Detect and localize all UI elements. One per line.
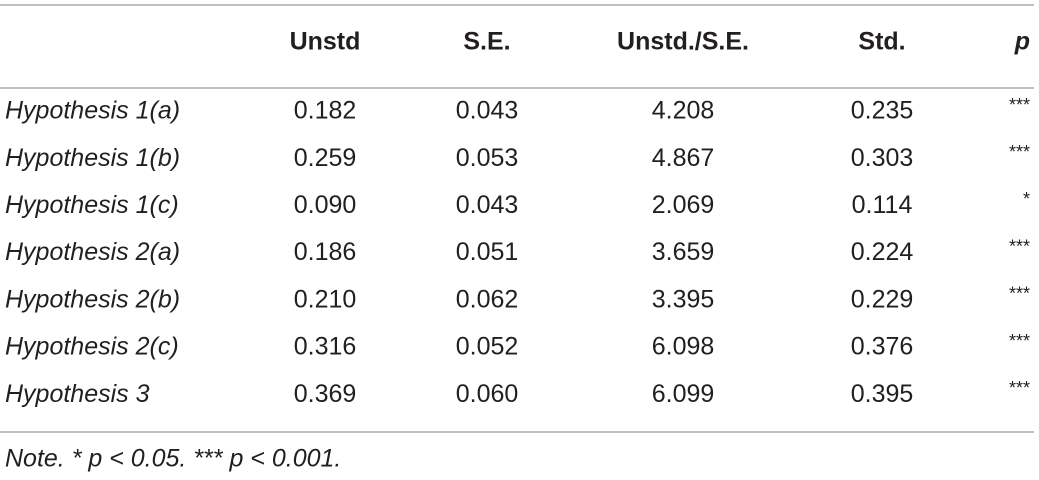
cell: 6.099	[652, 380, 715, 408]
cell: 0.395	[851, 380, 914, 408]
cell: 0.052	[456, 333, 519, 361]
cell: 0.316	[294, 333, 357, 361]
row-label: Hypothesis 2(b)	[5, 285, 180, 313]
cell: 0.303	[851, 144, 914, 172]
cell: 0.376	[851, 333, 914, 361]
cell: ***	[1009, 236, 1030, 256]
cell: ***	[1009, 142, 1030, 162]
row-label: Hypothesis 1(a)	[5, 97, 180, 125]
column-header: p	[1014, 28, 1030, 56]
cell: 3.395	[652, 285, 715, 313]
row-label: Hypothesis 3	[5, 380, 150, 408]
row-label: Hypothesis 2(a)	[5, 238, 180, 266]
column-header: Unstd./S.E.	[617, 28, 749, 56]
cell: ***	[1009, 284, 1030, 304]
cell: *	[1023, 189, 1030, 209]
cell: 0.235	[851, 97, 914, 125]
column-header: S.E.	[463, 28, 510, 56]
row-label: Hypothesis 2(c)	[5, 333, 179, 361]
cell: ***	[1009, 95, 1030, 115]
row-label: Hypothesis 1(c)	[5, 191, 179, 219]
cell: 0.369	[294, 380, 357, 408]
column-header: Unstd	[290, 28, 361, 56]
cell: 0.182	[294, 97, 357, 125]
cell: 0.259	[294, 144, 357, 172]
cell: 0.043	[456, 191, 519, 219]
cell: 0.043	[456, 97, 519, 125]
row-label: Hypothesis 1(b)	[5, 144, 180, 172]
cell: 4.208	[652, 97, 715, 125]
cell: 0.186	[294, 238, 357, 266]
cell: 6.098	[652, 333, 715, 361]
cell: 0.114	[852, 191, 913, 219]
cell: 2.069	[652, 191, 715, 219]
table-note: Note. * p < 0.05. *** p < 0.001.	[5, 445, 341, 473]
cell: 3.659	[652, 238, 715, 266]
cell: ***	[1009, 331, 1030, 351]
cell: 0.229	[851, 285, 914, 313]
cell: 0.053	[456, 144, 519, 172]
cell: ***	[1009, 378, 1030, 398]
cell: 4.867	[652, 144, 715, 172]
cell: 0.060	[456, 380, 519, 408]
cell: 0.051	[456, 238, 519, 266]
cell: 0.210	[294, 285, 357, 313]
cell: 0.224	[851, 238, 914, 266]
cell: 0.090	[294, 191, 357, 219]
cell: 0.062	[456, 285, 519, 313]
column-header: Std.	[858, 28, 905, 56]
